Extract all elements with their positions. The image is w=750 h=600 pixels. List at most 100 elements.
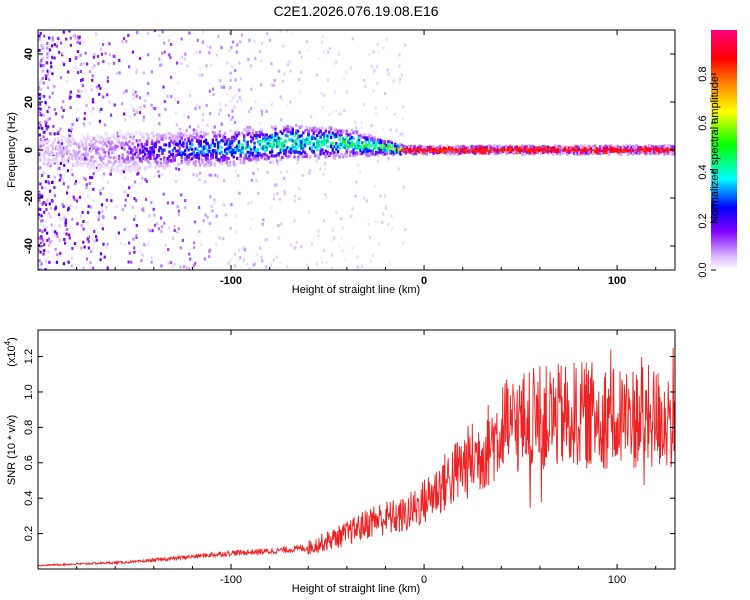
spectrogram-noise-cell xyxy=(239,77,242,81)
spectrogram-band-cell xyxy=(102,138,105,142)
spectrogram-band-cell xyxy=(331,141,334,145)
spectrogram-noise-cell xyxy=(123,190,126,194)
spectrogram-band-cell xyxy=(375,141,378,144)
spectrogram-band-cell xyxy=(60,139,63,143)
spectrogram-band-cell xyxy=(74,163,77,167)
spectrogram-noise-cell xyxy=(135,152,138,156)
spectrogram-band-cell xyxy=(60,151,63,155)
spectrogram-band-cell xyxy=(138,151,142,155)
spectrogram-band-cell xyxy=(314,126,317,130)
spectrogram-band-cell xyxy=(60,148,63,152)
spectrogram-band-cell xyxy=(338,146,341,150)
snr-y-tick-label: 0.8 xyxy=(23,420,35,435)
spectrogram-noise-cell xyxy=(84,51,87,55)
spectrogram-noise-cell xyxy=(208,255,211,259)
spectrogram-band-cell xyxy=(321,143,324,146)
spectrogram-noise-cell xyxy=(219,102,222,106)
spectrogram-band-cell xyxy=(338,129,341,133)
spectrogram-band-cell xyxy=(249,152,253,156)
spectrogram-noise-cell xyxy=(83,124,86,128)
spectrogram-band-cell xyxy=(260,128,263,132)
spectrogram-band-cell xyxy=(670,144,673,148)
spectrogram-band-cell xyxy=(109,137,112,141)
spectrogram-band-cell xyxy=(274,154,277,158)
spectrogram-noise-cell xyxy=(39,208,42,211)
spectrogram-band-cell xyxy=(547,152,550,155)
spectrogram-band-cell xyxy=(388,146,392,150)
spectrogram-noise-cell xyxy=(101,209,104,213)
spectrogram-noise-cell xyxy=(343,78,346,81)
spectrogram-noise-cell xyxy=(46,198,49,202)
spectrogram-band-cell xyxy=(91,147,95,151)
spectrogram-noise-cell xyxy=(323,94,326,98)
spectrogram-band-cell xyxy=(590,147,593,151)
spectrogram-noise-cell xyxy=(99,192,102,196)
spectrogram-band-cell xyxy=(135,131,138,135)
spectrogram-noise-cell xyxy=(66,80,69,84)
spectrogram-noise-cell xyxy=(158,174,161,178)
spectrogram-noise-cell xyxy=(142,118,145,122)
spectrogram-noise-cell xyxy=(100,107,103,111)
spectrogram-band-cell xyxy=(265,154,268,158)
spectrogram-band-cell xyxy=(663,146,666,150)
spectrogram-noise-cell xyxy=(68,128,71,132)
spectrogram-noise-cell xyxy=(198,178,201,182)
spectrogram-noise-cell xyxy=(186,64,189,68)
spectrogram-noise-cell xyxy=(49,215,52,219)
spectrogram-noise-cell xyxy=(223,203,226,207)
spectrogram-band-cell xyxy=(423,150,427,154)
spectrogram-band-cell xyxy=(114,160,117,164)
spectrogram-noise-cell xyxy=(153,174,156,178)
spectrogram-noise-cell xyxy=(52,53,55,57)
spectrogram-band-cell xyxy=(362,133,366,137)
spectrogram-band-cell xyxy=(53,159,56,163)
spectrogram-band-cell xyxy=(102,140,105,144)
spectrogram-band-cell xyxy=(368,141,371,144)
spectrogram-noise-cell xyxy=(95,85,98,89)
spectrogram-band-cell xyxy=(62,160,65,164)
spectrogram-band-cell xyxy=(140,150,143,154)
spectrogram-band-cell xyxy=(614,147,618,151)
spectrogram-band-cell xyxy=(562,147,566,151)
spectrogram-band-cell xyxy=(189,153,192,156)
spectrogram-noise-cell xyxy=(219,79,222,82)
spectrogram-band-cell xyxy=(171,159,175,163)
spectrogram-noise-cell xyxy=(59,251,62,255)
spectrogram-band-cell xyxy=(354,153,357,157)
spectrogram-band-cell xyxy=(145,148,149,152)
spectrogram-band-cell xyxy=(126,160,129,164)
spectrogram-noise-cell xyxy=(219,108,222,112)
spectrogram-noise-cell xyxy=(374,106,377,110)
spectrogram-band-cell xyxy=(338,155,341,159)
spectrogram-noise-cell xyxy=(101,215,105,219)
spectrogram-band-cell xyxy=(368,149,371,153)
spectrogram-band-cell xyxy=(415,150,418,154)
spectrogram-band-cell xyxy=(168,141,171,145)
spectrogram-band-cell xyxy=(154,142,157,146)
spectrogram-band-cell xyxy=(345,154,348,158)
spectrogram-noise-cell xyxy=(47,164,50,168)
spectrogram-band-cell xyxy=(491,146,494,150)
spectrogram-band-cell xyxy=(416,148,420,151)
spectrogram-noise-cell xyxy=(74,182,77,186)
spectrogram-noise-cell xyxy=(69,90,72,94)
spectrogram-band-cell xyxy=(201,158,204,162)
spectrogram-noise-cell xyxy=(236,99,239,103)
snr-y-scale-prefix: (x10 xyxy=(6,345,18,366)
spectrogram-band-cell xyxy=(265,148,268,152)
spectrogram-noise-cell xyxy=(300,70,303,74)
spectrogram-band-cell xyxy=(340,142,343,145)
spectrogram-band-cell xyxy=(302,138,305,142)
spectrogram-noise-cell xyxy=(129,135,132,139)
spectrogram-band-cell xyxy=(547,147,550,151)
spectrogram-noise-cell xyxy=(41,186,44,190)
spectrogram-band-cell xyxy=(241,143,244,147)
spectrogram-noise-cell xyxy=(56,253,59,257)
spectrogram-noise-cell xyxy=(92,266,95,270)
spectrogram-noise-cell xyxy=(53,234,56,238)
spectrogram-band-cell xyxy=(98,154,102,158)
spectrogram-noise-cell xyxy=(71,247,74,250)
spectrogram-band-cell xyxy=(272,154,275,158)
spectrogram-band-cell xyxy=(548,146,552,150)
spectrogram-noise-cell xyxy=(132,93,135,96)
